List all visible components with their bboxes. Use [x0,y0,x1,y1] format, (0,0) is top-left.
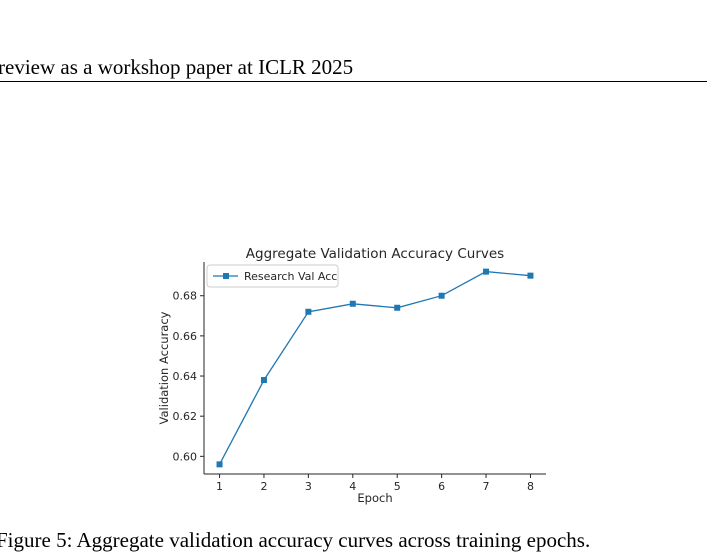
data-point-marker [438,292,445,299]
x-tick-label: 7 [483,480,490,493]
running-header: review as a workshop paper at ICLR 2025 [0,55,354,79]
chart-title: Aggregate Validation Accuracy Curves [246,246,504,262]
figure-caption: Figure 5: Aggregate validation accuracy … [0,528,591,552]
y-tick-label: 0.62 [173,410,198,423]
data-point-marker [349,300,356,307]
series-line [218,270,531,465]
x-tick-label: 3 [305,480,312,493]
x-tick-label: 4 [349,480,356,493]
chart-series [216,268,534,468]
y-tick-label: 0.66 [173,330,198,343]
x-tick-label: 8 [527,480,534,493]
data-point-marker [483,268,490,275]
y-tick-label: 0.68 [173,290,198,303]
chart-legend: Research Val Acc [206,264,339,288]
x-tick-label: 6 [438,480,445,493]
data-point-marker [305,308,312,315]
y-tick-label: 0.60 [173,450,198,463]
chart-axes [203,262,546,475]
x-axis-label: Epoch [357,491,392,505]
x-tick-label: 5 [394,480,401,493]
data-point-marker [260,377,267,384]
header-rule [0,81,707,82]
data-point-marker [527,272,534,279]
data-point-marker [216,461,223,468]
chart-ticks: 1 2 3 4 5 6 7 8 0.60 0.62 0.64 0.66 0.68 [173,290,534,493]
y-tick-label: 0.64 [173,370,198,383]
legend-label: Research Val Acc [244,270,337,283]
legend-frame [206,264,339,288]
legend-marker-sample [223,273,229,279]
y-axis-label: Validation Accuracy [157,311,171,424]
x-tick-label: 1 [216,480,223,493]
accuracy-line-chart: Aggregate Validation Accuracy Curves 1 2 3… [157,246,546,505]
x-tick-label: 2 [260,480,267,493]
data-point-marker [394,304,401,311]
